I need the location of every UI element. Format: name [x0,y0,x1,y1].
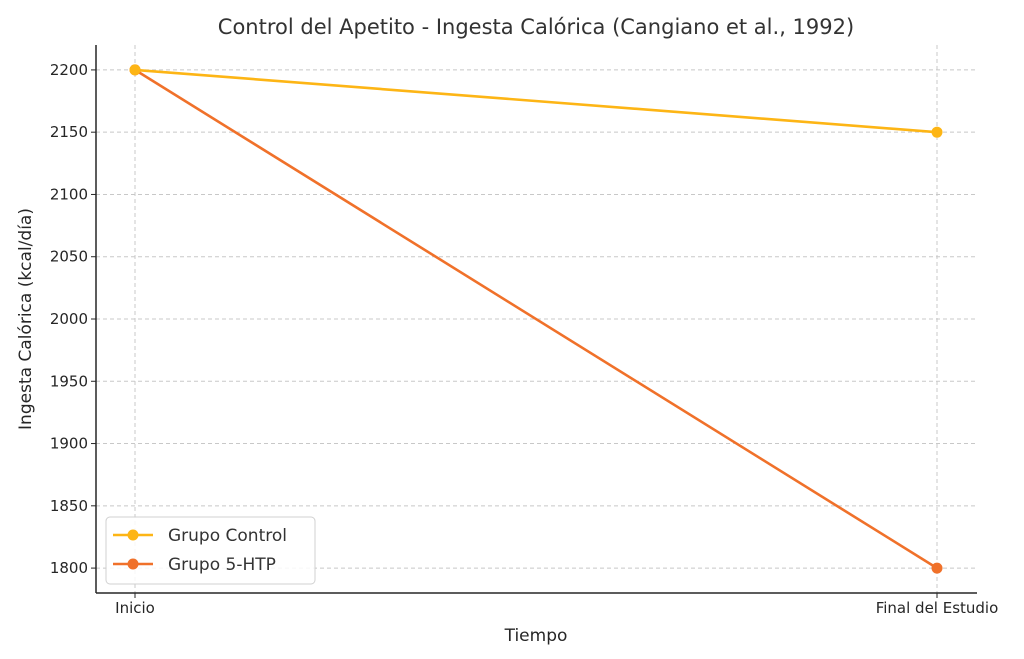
x-tick-label: Final del Estudio [876,599,999,617]
y-tick-label: 1950 [50,372,88,390]
y-tick-label: 2200 [50,61,88,79]
x-ticks: Inicio Final del Estudio [115,593,998,617]
data-point-2 [931,562,943,574]
data-point-1 [129,64,141,76]
y-ticks: 1800 1850 1900 1950 2000 2050 2100 2150 2200 [50,61,96,577]
legend: Grupo Control Grupo 5-HTP [105,516,316,585]
legend-marker [127,529,139,541]
legend-label: Grupo 5-HTP [168,555,276,575]
y-tick-label: 2150 [50,123,88,141]
series-group [129,64,943,574]
y-tick-label: 1900 [50,435,88,453]
legend-marker [127,558,139,570]
y-tick-label: 1850 [50,497,88,515]
y-tick-label: 2100 [50,185,88,203]
series-line-2 [134,68,938,570]
y-axis-label: Ingesta Calórica (kcal/día) [16,208,36,430]
data-point-1 [931,126,943,138]
y-tick-label: 2050 [50,248,88,266]
x-tick-label: Inicio [115,599,155,617]
chart-title: Control del Apetito - Ingesta Calórica (… [218,15,854,39]
y-tick-label: 1800 [50,559,88,577]
series-line-1 [134,68,938,134]
legend-label: Grupo Control [168,526,287,546]
y-tick-label: 2000 [50,310,88,328]
legend-box [105,516,316,585]
x-axis-label: Tiempo [504,626,568,646]
